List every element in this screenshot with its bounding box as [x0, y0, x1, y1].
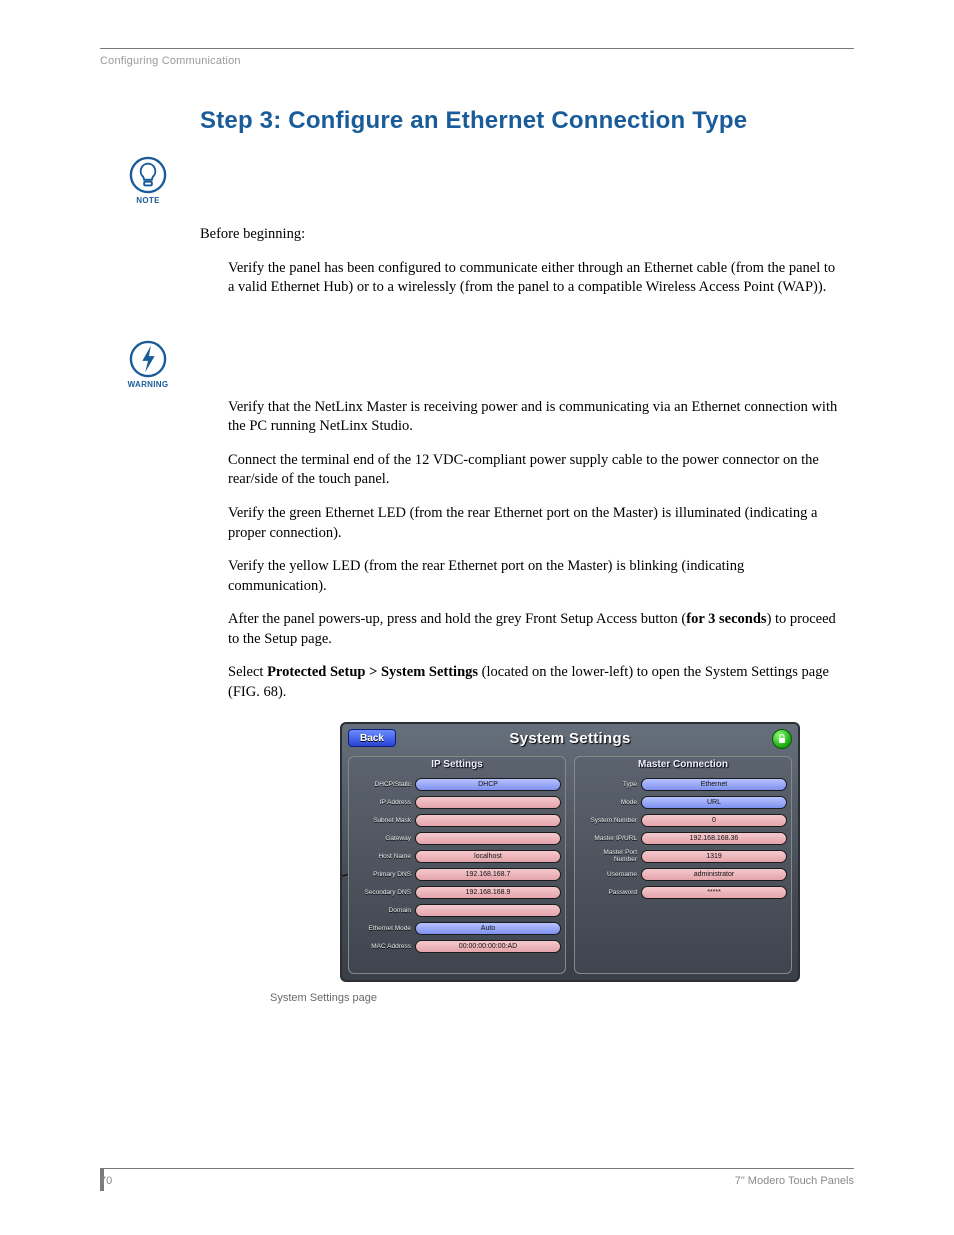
- note-label: NOTE: [118, 196, 178, 205]
- ip-row-4: Host Namelocalhost: [353, 848, 561, 865]
- ip-settings-head: IP Settings: [349, 759, 565, 770]
- para-power-a: After the panel powers-up, press and hol…: [228, 611, 686, 627]
- ip-row-0: DHCP/StaticDHCP: [353, 776, 561, 793]
- master-row-3: Master IP/URL192.168.168.36: [579, 830, 787, 847]
- para-verify-master: Verify that the NetLinx Master is receiv…: [228, 398, 840, 437]
- master-row-field[interactable]: administrator: [641, 868, 787, 881]
- master-row-label: Master Port Number: [579, 850, 641, 864]
- master-row-field[interactable]: Ethernet: [641, 778, 787, 791]
- ip-settings-panel: IP Settings DHCP/StaticDHCP IP Address Sub…: [348, 756, 566, 974]
- master-row-1: ModeURL: [579, 794, 787, 811]
- page-number: 70: [100, 1175, 112, 1187]
- master-row-field: [641, 904, 787, 917]
- master-row-field[interactable]: URL: [641, 796, 787, 809]
- ip-row-3: Gateway: [353, 830, 561, 847]
- ip-row-label: Domain: [353, 908, 415, 915]
- master-row-0: TypeEthernet: [579, 776, 787, 793]
- ip-row-label: Gateway: [353, 836, 415, 843]
- ip-row-field[interactable]: [415, 796, 561, 809]
- lock-icon[interactable]: [772, 729, 792, 749]
- ip-row-5: Primary DNS192.168.168.7: [353, 866, 561, 883]
- para-verify-panel: Verify the panel has been configured to …: [228, 259, 840, 298]
- screen-titlebar: Back System Settings: [342, 724, 798, 752]
- step-heading: Step 3: Configure an Ethernet Connection…: [200, 107, 854, 135]
- figure-caption: System Settings page: [270, 992, 854, 1004]
- ip-row-field[interactable]: [415, 814, 561, 827]
- master-row-label: Type: [579, 782, 641, 789]
- para-power-b: for 3 seconds: [686, 611, 766, 627]
- master-row-field[interactable]: 0: [641, 814, 787, 827]
- master-row-2: System Number0: [579, 812, 787, 829]
- warning-callout: WARNING: [118, 340, 178, 389]
- footer-title: 7" Modero Touch Panels: [735, 1175, 854, 1187]
- back-button[interactable]: Back: [348, 729, 396, 747]
- para-yellow: Verify the yellow LED (from the rear Eth…: [228, 557, 840, 596]
- ip-row-7: Domain: [353, 902, 561, 919]
- page-footer: 70 7" Modero Touch Panels: [100, 1168, 854, 1187]
- page-content: Configuring Communication Step 3: Config…: [100, 48, 854, 1004]
- body-block: Before beginning: Verify the panel has b…: [200, 225, 840, 702]
- ip-row-label: Subnet Mask: [353, 818, 415, 825]
- bolt-icon: [129, 340, 167, 378]
- para-select-b: Protected Setup > System Settings: [267, 664, 478, 680]
- para-select-a: Select: [228, 664, 267, 680]
- master-row-label: Master IP/URL: [579, 836, 641, 843]
- master-connection-head: Master Connection: [575, 759, 791, 770]
- para-power: After the panel powers-up, press and hol…: [228, 610, 840, 649]
- ip-row-field[interactable]: [415, 832, 561, 845]
- master-connection-panel: Master Connection TypeEthernetModeURLSys…: [574, 756, 792, 974]
- ip-row-label: Host Name: [353, 854, 415, 861]
- warning-label: WARNING: [118, 380, 178, 389]
- master-row-label: Password: [579, 890, 641, 897]
- ip-row-field[interactable]: localhost: [415, 850, 561, 863]
- ip-row-field[interactable]: 00:00:00:00:00:AD: [415, 940, 561, 953]
- ip-row-8: Ethernet ModeAuto: [353, 920, 561, 937]
- ip-row-2: Subnet Mask: [353, 812, 561, 829]
- para-select: Select Protected Setup > System Settings…: [228, 663, 840, 702]
- ip-row-field[interactable]: DHCP: [415, 778, 561, 791]
- ip-row-1: IP Address: [353, 794, 561, 811]
- ip-row-label: DHCP/Static: [353, 782, 415, 789]
- master-row-label: System Number: [579, 818, 641, 825]
- master-row-label: Mode: [579, 800, 641, 807]
- ip-row-field[interactable]: 192.168.168.9: [415, 886, 561, 899]
- ip-row-field[interactable]: 192.168.168.7: [415, 868, 561, 881]
- ip-row-field[interactable]: Auto: [415, 922, 561, 935]
- master-row-9: [579, 938, 787, 955]
- master-row-field[interactable]: 1319: [641, 850, 787, 863]
- master-row-8: [579, 920, 787, 937]
- ip-row-label: Secondary DNS: [353, 890, 415, 897]
- ip-row-label: Ethernet Mode: [353, 926, 415, 933]
- ip-row-label: IP Address: [353, 800, 415, 807]
- screenshot-figure: Back System Settings IP Settings DHCP/St…: [340, 722, 800, 982]
- note-callout: NOTE: [118, 156, 178, 205]
- master-row-6: Password*****: [579, 884, 787, 901]
- ip-row-label: Primary DNS: [353, 872, 415, 879]
- master-row-4: Master Port Number1319: [579, 848, 787, 865]
- running-head: Configuring Communication: [100, 55, 854, 67]
- padlock-icon: [777, 734, 787, 744]
- para-green: Verify the green Ethernet LED (from the …: [228, 504, 840, 543]
- master-row-field[interactable]: 192.168.168.36: [641, 832, 787, 845]
- master-row-field: [641, 940, 787, 953]
- master-rows: TypeEthernetModeURLSystem Number0Master …: [575, 776, 791, 955]
- ip-row-field[interactable]: [415, 904, 561, 917]
- intro-line: Before beginning:: [200, 225, 840, 245]
- ip-row-6: Secondary DNS192.168.168.9: [353, 884, 561, 901]
- header-rule: [100, 48, 854, 49]
- ip-row-label: MAC Address: [353, 944, 415, 951]
- ip-row-9: MAC Address00:00:00:00:00:AD: [353, 938, 561, 955]
- system-settings-screen: Back System Settings IP Settings DHCP/St…: [340, 722, 800, 982]
- lightbulb-icon: [129, 156, 167, 194]
- master-row-label: Username: [579, 872, 641, 879]
- para-connect: Connect the terminal end of the 12 VDC-c…: [228, 451, 840, 490]
- ip-rows: DHCP/StaticDHCP IP Address Subnet Mask Gate…: [349, 776, 565, 955]
- master-row-7: [579, 902, 787, 919]
- master-row-5: Usernameadministrator: [579, 866, 787, 883]
- master-row-field: [641, 922, 787, 935]
- screen-title: System Settings: [509, 730, 630, 747]
- master-row-field[interactable]: *****: [641, 886, 787, 899]
